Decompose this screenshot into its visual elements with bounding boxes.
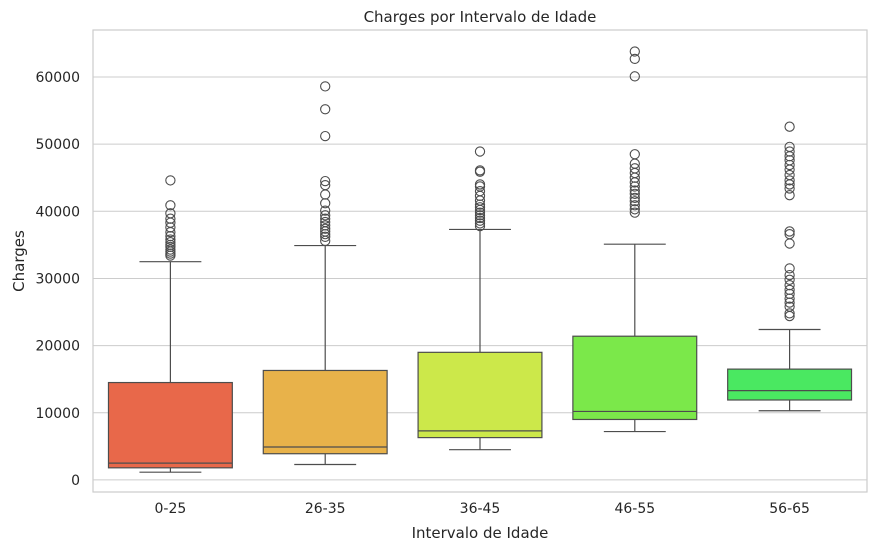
y-tick-labels: 0 10000 20000 30000 40000 50000 60000 bbox=[35, 70, 80, 489]
outlier-point bbox=[320, 220, 331, 231]
outlier-point bbox=[784, 297, 795, 308]
outlier-point bbox=[784, 280, 795, 291]
outlier-point bbox=[629, 196, 640, 207]
box-46-55 bbox=[572, 46, 698, 433]
outlier-point bbox=[165, 237, 176, 248]
y-tick-label: 60000 bbox=[35, 70, 80, 86]
outlier-point bbox=[784, 179, 795, 190]
x-axis-title: Intervalo de Idade bbox=[412, 524, 549, 542]
outlier-point bbox=[474, 220, 486, 232]
outlier-point bbox=[784, 121, 795, 132]
iqr-box bbox=[572, 335, 698, 421]
outlier-point bbox=[320, 130, 331, 142]
box-36-45 bbox=[417, 146, 543, 451]
outlier-point bbox=[320, 210, 331, 221]
y-tick-label: 10000 bbox=[35, 406, 80, 422]
outlier-point bbox=[784, 308, 795, 319]
x-tick-label: 36-45 bbox=[460, 501, 501, 517]
outlier-point bbox=[165, 213, 176, 224]
outlier-point bbox=[629, 53, 640, 65]
outlier-point bbox=[629, 188, 640, 199]
x-tick-label: 0-25 bbox=[155, 501, 187, 517]
outlier-point bbox=[474, 218, 486, 229]
outlier-point bbox=[320, 81, 331, 92]
outlier-point bbox=[320, 213, 331, 224]
outlier-point bbox=[165, 208, 176, 219]
outlier-point bbox=[629, 71, 640, 82]
outlier-point bbox=[165, 234, 176, 245]
y-tick-label: 30000 bbox=[35, 271, 80, 287]
outlier-point bbox=[474, 165, 486, 176]
outlier-point bbox=[784, 226, 795, 237]
outlier-point bbox=[165, 244, 176, 255]
outlier-point bbox=[320, 216, 331, 228]
iqr-box bbox=[262, 369, 388, 455]
outlier-point bbox=[784, 183, 795, 194]
outlier-point bbox=[474, 202, 486, 213]
outlier-point bbox=[474, 146, 486, 157]
box-0-25 bbox=[107, 175, 233, 473]
outlier-point bbox=[474, 186, 486, 197]
outlier-point bbox=[784, 301, 795, 312]
outlier-point bbox=[784, 238, 795, 249]
outlier-point bbox=[629, 207, 640, 218]
iqr-box bbox=[107, 381, 233, 469]
outlier-point bbox=[474, 212, 486, 224]
outlier-point bbox=[784, 269, 795, 281]
y-tick-label: 0 bbox=[71, 473, 80, 489]
x-tick-label: 26-35 bbox=[305, 501, 346, 517]
outlier-point bbox=[784, 141, 795, 152]
outlier-point bbox=[165, 175, 176, 186]
x-tick-label: 46-55 bbox=[614, 501, 655, 517]
outlier-point bbox=[629, 192, 640, 204]
outlier-point bbox=[165, 200, 176, 211]
outlier-point bbox=[629, 46, 640, 57]
outlier-point bbox=[474, 210, 486, 221]
box-56-65 bbox=[727, 121, 853, 412]
iqr-box bbox=[727, 368, 853, 401]
y-tick-label: 40000 bbox=[35, 204, 80, 220]
outlier-point bbox=[784, 284, 795, 296]
outlier-point bbox=[784, 190, 795, 201]
outlier-point bbox=[784, 228, 795, 240]
outlier-point bbox=[320, 189, 331, 200]
box-series bbox=[107, 46, 853, 473]
outlier-point bbox=[474, 179, 486, 190]
outlier-point bbox=[629, 163, 640, 174]
outlier-point bbox=[320, 179, 331, 191]
outlier-point bbox=[320, 205, 331, 216]
outlier-point bbox=[320, 175, 331, 187]
outlier-point bbox=[320, 104, 331, 115]
outlier-point bbox=[784, 175, 795, 186]
outlier-point bbox=[784, 169, 795, 181]
y-tick-label: 20000 bbox=[35, 339, 80, 355]
outlier-point bbox=[474, 215, 486, 226]
outlier-point bbox=[784, 263, 795, 274]
outlier-point bbox=[320, 223, 331, 234]
y-axis-title: Charges bbox=[10, 230, 28, 292]
x-tick-labels: 0-25 26-35 36-45 46-55 56-65 bbox=[155, 501, 810, 517]
chart-title: Charges por Intervalo de Idade bbox=[364, 8, 597, 26]
y-tick-label: 50000 bbox=[35, 137, 80, 153]
outlier-point bbox=[629, 200, 640, 211]
box-26-35 bbox=[262, 81, 388, 466]
outlier-point bbox=[320, 231, 331, 242]
outlier-point bbox=[784, 274, 795, 285]
outlier-point bbox=[629, 149, 640, 160]
outlier-point bbox=[784, 146, 795, 157]
outlier-point bbox=[629, 185, 640, 196]
outlier-point bbox=[474, 207, 486, 218]
outlier-point bbox=[629, 204, 640, 215]
x-tick-label: 56-65 bbox=[769, 501, 810, 517]
plot-area-frame bbox=[92, 29, 868, 493]
iqr-box bbox=[417, 351, 543, 439]
